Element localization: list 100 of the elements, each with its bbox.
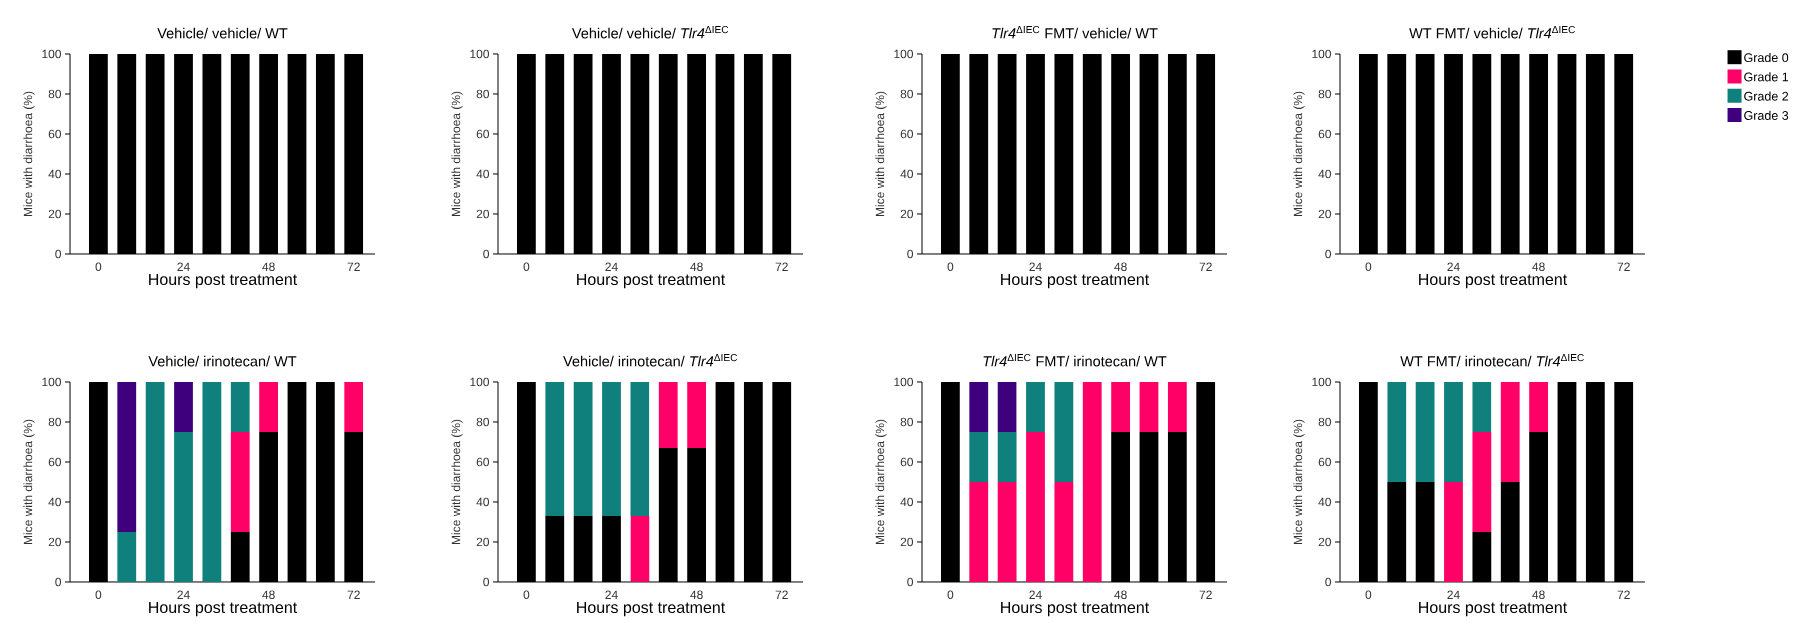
y-tick-label: 40 xyxy=(900,497,914,507)
y-tick-label: 0 xyxy=(55,249,62,259)
y-tick-label: 40 xyxy=(900,169,914,179)
bar xyxy=(145,381,165,582)
x-tick-label: 24 xyxy=(177,590,190,599)
x-tick-label: 72 xyxy=(347,262,360,271)
x-tick-label: 24 xyxy=(1029,590,1042,599)
bar xyxy=(1111,381,1130,432)
bar xyxy=(969,381,989,432)
y-tick-label: 40 xyxy=(1318,497,1332,507)
x-tick-label: 24 xyxy=(1447,262,1460,271)
chart-title: WT FMT/ irinotecan/ Tlr4$^{ΔIEC}$ xyxy=(1400,354,1584,367)
y-tick-label: 80 xyxy=(1318,417,1332,427)
y-tick-label: 0 xyxy=(55,577,62,587)
x-axis-title: Hours post treatment xyxy=(1419,273,1568,289)
y-tick-label: 80 xyxy=(476,89,490,99)
y-axis-title: Mice with diarrhoea (%) xyxy=(875,419,887,545)
x-tick-label: 24 xyxy=(1447,590,1460,599)
bar xyxy=(117,531,137,582)
y-tick-label: 0 xyxy=(483,249,490,259)
x-tick-label: 48 xyxy=(262,262,275,272)
chart-title: Vehicle/ irinotecan/ Tlr4$^{ΔIEC}$ xyxy=(563,354,738,367)
x-axis-title: Hours post treatment xyxy=(577,601,726,617)
x-axis-title: Hours post treatment xyxy=(149,273,298,289)
y-tick-label: 60 xyxy=(900,457,914,467)
y-tick-label: 20 xyxy=(1318,209,1332,219)
x-tick-label: 24 xyxy=(177,262,190,271)
y-tick-label: 0 xyxy=(1325,249,1332,259)
x-tick-label: 48 xyxy=(1114,262,1127,272)
legend-label: Grade 1 xyxy=(1744,72,1789,82)
y-tick-label: 80 xyxy=(48,417,62,427)
y-tick-label: 20 xyxy=(476,537,490,547)
bar xyxy=(1054,381,1074,482)
bar xyxy=(344,381,364,432)
y-tick-label: 0 xyxy=(1325,577,1332,587)
y-tick-label: 100 xyxy=(470,49,490,59)
bar xyxy=(1026,431,1045,582)
x-tick-label: 0 xyxy=(523,590,530,600)
x-tick-label: 48 xyxy=(262,590,275,600)
bar xyxy=(1387,381,1407,482)
y-tick-label: 60 xyxy=(1318,457,1332,467)
bar xyxy=(117,381,137,532)
x-tick-label: 0 xyxy=(947,590,954,600)
x-tick-label: 72 xyxy=(775,590,788,599)
bar xyxy=(969,431,989,482)
x-tick-label: 48 xyxy=(1532,590,1545,600)
bar xyxy=(1472,431,1492,532)
x-tick-label: 0 xyxy=(1365,590,1372,600)
x-tick-label: 48 xyxy=(1114,590,1127,600)
chart-title: Tlr4$^{ΔIEC}$ FMT/ irinotecan/ WT xyxy=(983,354,1167,367)
bar xyxy=(1082,381,1102,582)
x-axis-title: Hours post treatment xyxy=(577,273,726,289)
y-tick-label: 40 xyxy=(476,169,490,179)
x-tick-label: 0 xyxy=(1365,262,1372,272)
y-tick-label: 20 xyxy=(900,537,914,547)
bar xyxy=(687,381,707,448)
bar xyxy=(230,381,250,432)
y-tick-label: 80 xyxy=(900,89,914,99)
bar xyxy=(1026,381,1045,432)
x-tick-label: 48 xyxy=(690,262,703,272)
y-tick-label: 40 xyxy=(48,169,62,179)
y-axis-title: Mice with diarrhoea (%) xyxy=(451,91,463,217)
y-tick-label: 0 xyxy=(907,249,914,259)
y-tick-label: 60 xyxy=(1318,129,1332,139)
y-axis-title: Mice with diarrhoea (%) xyxy=(1293,419,1305,545)
y-tick-label: 80 xyxy=(476,417,490,427)
bar xyxy=(1472,381,1492,432)
y-tick-label: 100 xyxy=(42,377,62,387)
bar xyxy=(1167,381,1187,432)
x-tick-label: 24 xyxy=(1029,262,1042,271)
chart-title: Vehicle/ vehicle/ Tlr4$^{ΔIEC}$ xyxy=(571,26,729,39)
x-axis-title: Hours post treatment xyxy=(1419,601,1568,617)
x-axis-title: Hours post treatment xyxy=(1001,601,1150,617)
bar xyxy=(1500,381,1520,482)
y-tick-label: 40 xyxy=(476,497,490,507)
x-tick-label: 72 xyxy=(1199,262,1212,271)
y-tick-label: 60 xyxy=(48,129,62,139)
bar xyxy=(602,381,621,516)
y-tick-label: 100 xyxy=(1312,377,1331,387)
x-tick-label: 24 xyxy=(605,262,618,271)
bar xyxy=(202,381,222,582)
bar xyxy=(658,381,678,448)
bar xyxy=(997,431,1017,482)
y-tick-label: 40 xyxy=(48,497,62,507)
y-tick-label: 60 xyxy=(476,129,490,139)
bar xyxy=(545,381,565,516)
x-tick-label: 48 xyxy=(690,590,703,600)
y-tick-label: 100 xyxy=(470,377,490,387)
x-tick-label: 24 xyxy=(605,590,618,599)
y-tick-label: 60 xyxy=(48,457,62,467)
y-tick-label: 100 xyxy=(894,49,914,59)
x-tick-label: 0 xyxy=(523,262,530,272)
bar xyxy=(573,381,593,516)
bar xyxy=(630,381,650,516)
y-tick-label: 80 xyxy=(1318,89,1332,99)
bar xyxy=(969,481,989,582)
bar xyxy=(1529,381,1548,432)
y-tick-label: 100 xyxy=(1312,49,1331,59)
y-axis-title: Mice with diarrhoea (%) xyxy=(23,419,35,545)
bar xyxy=(997,481,1017,582)
